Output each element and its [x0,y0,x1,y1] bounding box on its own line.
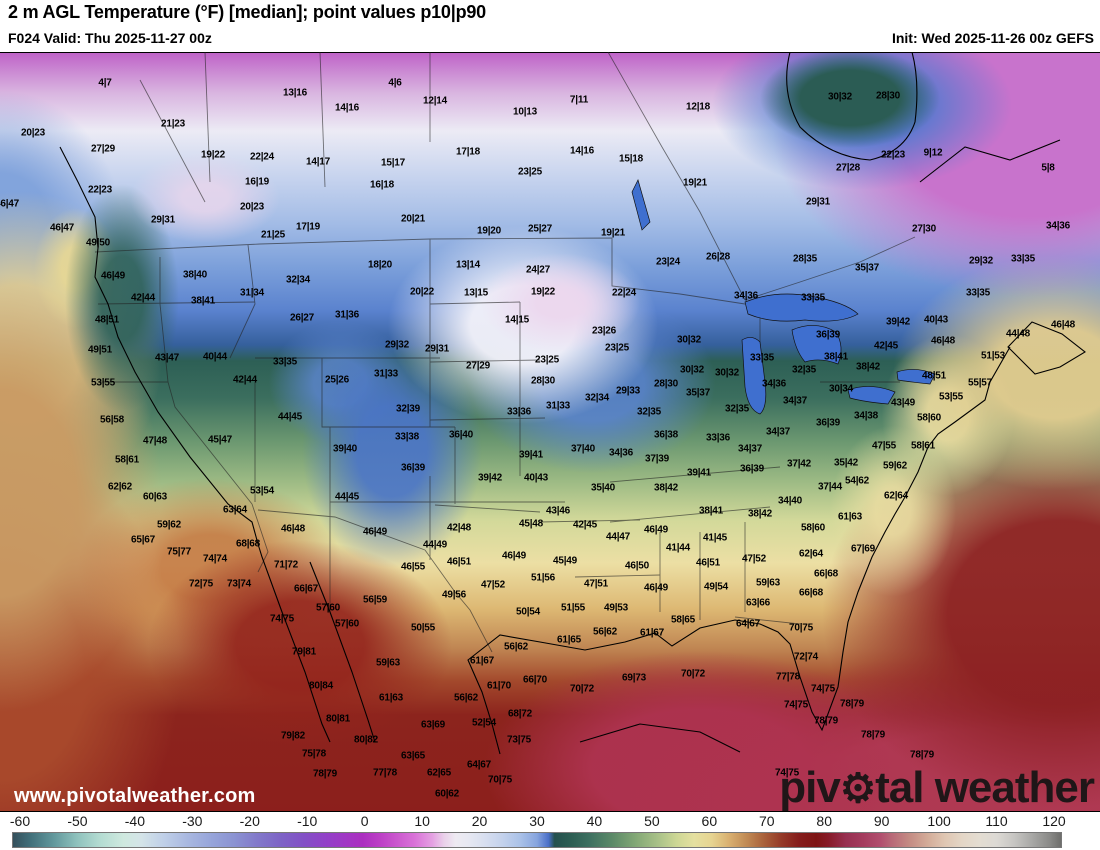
brand-text-post: tal weather [875,763,1095,812]
brand-text-pre: piv [779,763,841,812]
colorbar-tick-label: 90 [873,813,890,829]
colorbar-tick-label: 80 [816,813,833,829]
colorbar-tick-label: -40 [124,813,145,829]
colorbar-tick-label: 50 [644,813,660,829]
colorbar-tick-label: 110 [985,813,1008,829]
colorbar-tick-label: -10 [297,813,318,829]
valid-time-label: F024 Valid: Thu 2025-11-27 00z [8,30,212,46]
colorbar-tick-label: 120 [1042,813,1066,829]
colorbar-tick-label: -50 [67,813,88,829]
colorbar-tick-label: 40 [586,813,603,829]
colorbar-tick-label: -20 [239,813,260,829]
colorbar-tick-label: 70 [758,813,775,829]
colorbar-tick-label: -30 [182,813,203,829]
colorbar-tick-label: 0 [360,813,369,829]
brand-watermark: piv⚙tal weather [779,763,1095,812]
header: 2 m AGL Temperature (°F) [median]; point… [0,0,1100,52]
colorbar-tick-label: 30 [529,813,545,829]
website-watermark: www.pivotalweather.com [14,785,256,807]
temperature-field-map [0,52,1100,812]
colorbar-tick-label: 60 [701,813,718,829]
init-time-label: Init: Wed 2025-11-26 00z GEFS [891,30,1094,46]
colorbar-tick-label: -60 [9,813,31,829]
colorbar-tick-label: 10 [414,813,430,829]
gear-icon: ⚙ [839,765,876,811]
colorbar-tick-label: 100 [927,813,951,829]
page-title: 2 m AGL Temperature (°F) [median]; point… [8,2,486,22]
colorbar-tick-label: 20 [471,813,488,829]
temperature-legend: -60 -50 -40 -30 -20 -10 0 10 20 30 40 50 60 70 80 90 100… [0,812,1100,850]
colorbar [12,832,1062,848]
